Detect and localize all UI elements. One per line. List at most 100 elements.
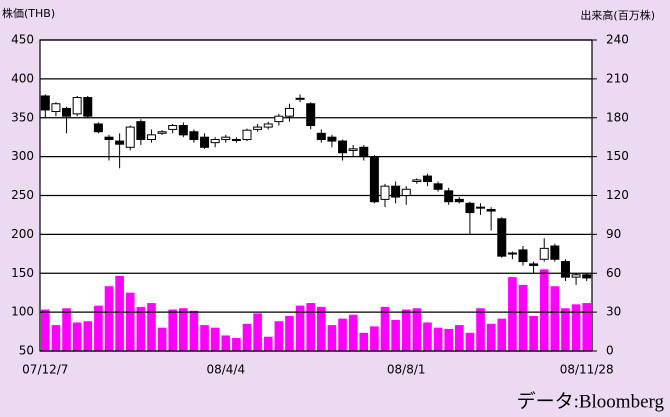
candle-body: [200, 136, 210, 148]
y-tick-label: 450: [11, 33, 34, 47]
y-tick-label: 150: [11, 266, 34, 280]
candle-body: [507, 252, 517, 255]
x-tick-label: 08/11/28: [560, 363, 614, 377]
volume-bar: [359, 332, 369, 351]
volume-bar: [412, 308, 422, 351]
candle-body: [422, 175, 432, 183]
volume-bar: [157, 327, 167, 351]
volume-bar: [327, 325, 337, 351]
volume-bar: [465, 332, 475, 351]
candle-body: [189, 131, 199, 141]
candle-body: [539, 247, 549, 260]
volume-bar: [189, 310, 199, 351]
plot-frame: [39, 39, 593, 352]
volume-bar: [401, 309, 411, 351]
volume-bar: [210, 327, 220, 351]
volume-bar: [147, 303, 156, 351]
volume-bar: [571, 304, 581, 351]
candle-body: [348, 148, 358, 151]
candle-body: [454, 198, 464, 203]
volume-bar: [486, 323, 496, 351]
candle-body: [125, 126, 135, 148]
x-tick-label: 07/12/7: [22, 363, 68, 377]
volume-bar: [136, 306, 146, 351]
volume-bar: [529, 316, 538, 351]
volume-bar: [232, 338, 241, 351]
volume-bar: [104, 286, 114, 351]
y2-tick-label: 120: [606, 188, 629, 202]
y2-tick-label: 180: [606, 110, 629, 124]
candle-body: [476, 206, 486, 209]
y2-tick-label: 0: [606, 344, 614, 358]
y2-tick-label: 30: [606, 305, 621, 319]
candle-body: [51, 103, 61, 113]
volume-bar: [274, 321, 284, 351]
y2-tick-label: 150: [606, 149, 629, 163]
volume-bar: [476, 308, 485, 351]
candle-body: [327, 136, 337, 142]
candle-body: [284, 107, 294, 117]
volume-bar: [51, 325, 61, 351]
y-axis-title: 株価(THB): [2, 6, 55, 20]
candle-body: [221, 136, 231, 141]
candle-body: [168, 125, 178, 130]
candle-body: [62, 107, 72, 117]
volume-bar: [539, 269, 549, 351]
volume-bar: [83, 321, 93, 351]
candle-body: [231, 139, 241, 142]
volume-bar: [253, 313, 262, 351]
volume-bar: [497, 318, 507, 351]
volume-bar: [285, 316, 294, 351]
x-tick-label: 08/8/1: [387, 363, 426, 377]
y2-tick-label: 90: [606, 227, 621, 241]
candle-body: [444, 190, 454, 203]
y-tick-label: 300: [11, 149, 34, 163]
candle-body: [433, 183, 443, 190]
volume-bar: [221, 335, 231, 351]
candle-body: [104, 136, 114, 141]
volume-bar: [582, 303, 591, 351]
volume-bar: [550, 286, 560, 351]
volume-bar: [168, 309, 177, 351]
volume-bar: [317, 306, 326, 351]
candle-body: [40, 95, 50, 111]
volume-bar: [41, 309, 50, 351]
volume-bar: [380, 306, 390, 351]
candle-body: [157, 131, 167, 134]
volume-bar: [518, 284, 528, 351]
source: データ:Bloomberg: [517, 390, 665, 412]
candle-body: [115, 140, 125, 145]
candle-body: [83, 97, 93, 117]
y-tick-label: 250: [11, 188, 34, 202]
volume-bar: [370, 326, 379, 351]
candle-body: [338, 140, 348, 154]
candle-body: [146, 134, 156, 141]
volume-bar: [455, 325, 464, 351]
volume-bar: [561, 308, 570, 351]
y2-tick-label: 210: [606, 71, 629, 85]
volume-bar: [508, 277, 517, 351]
volume-bar: [306, 303, 315, 351]
candle-body: [550, 245, 560, 260]
candle-body: [380, 185, 390, 200]
candle-body: [136, 121, 146, 141]
candle-body: [306, 103, 316, 127]
candle-body: [486, 208, 496, 212]
candle-body: [518, 249, 528, 263]
y-tick-label: 100: [11, 305, 34, 319]
y2-tick-label: 60: [606, 266, 621, 280]
candle-body: [359, 146, 369, 158]
volume-bar: [348, 314, 358, 351]
candle-body: [316, 132, 326, 141]
volume-bar: [433, 327, 443, 351]
volume-bar: [242, 323, 252, 351]
volume-bar: [263, 336, 273, 351]
volume-bar: [179, 308, 188, 351]
volume-bar: [72, 322, 82, 351]
candle-body: [274, 115, 284, 123]
y-tick-label: 400: [11, 71, 34, 85]
candle-body: [253, 126, 263, 130]
volume-bar: [295, 305, 305, 351]
candle-body: [72, 97, 82, 115]
